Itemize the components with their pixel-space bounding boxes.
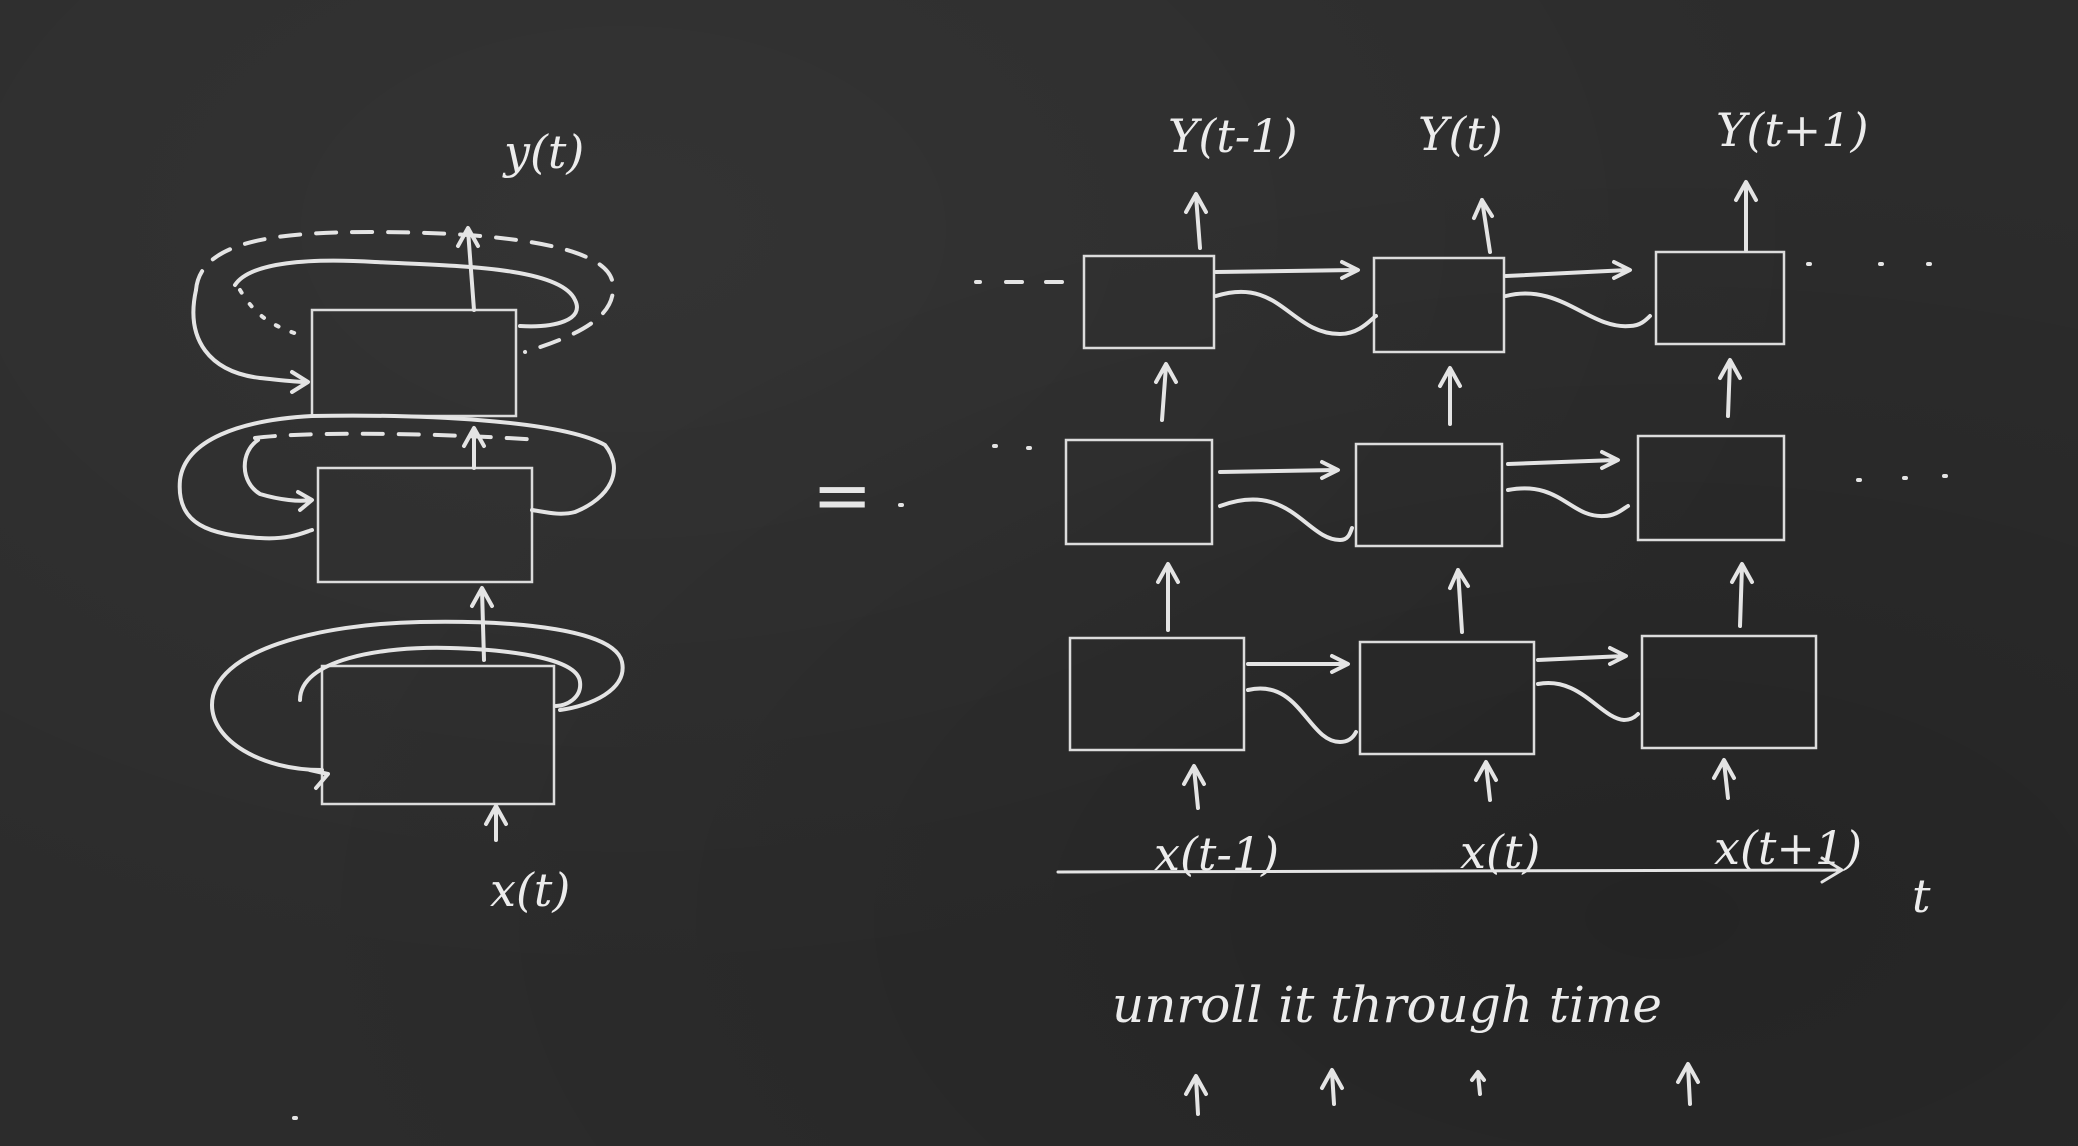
folded-loop-3-inner xyxy=(233,258,579,329)
folded-loop-1-outer xyxy=(210,619,625,772)
cell-top-t-1 xyxy=(1082,254,1216,350)
cell-top-t+1 xyxy=(1654,250,1786,346)
folded-loop-3-arrowhead xyxy=(290,370,310,394)
folded-loop-3-dotted xyxy=(238,288,302,337)
cell-mid-t-1 xyxy=(1064,438,1214,546)
caption-arrows xyxy=(1184,1062,1700,1116)
folded-arrow-1-to-2 xyxy=(470,586,494,662)
folded-loop-1-arrowhead xyxy=(308,768,330,790)
folded-layer-2 xyxy=(316,466,534,584)
cell-bot-t xyxy=(1358,640,1536,756)
folded-loop-2-right xyxy=(310,413,616,516)
folded-loop-3-outer xyxy=(194,230,616,354)
cell-bot-t+1 xyxy=(1640,634,1818,750)
folded-input-arrow xyxy=(484,804,508,842)
cell-bot-t-1 xyxy=(1068,636,1246,752)
caption: unroll it through time xyxy=(1112,976,1662,1034)
folded-loop-3-return xyxy=(191,288,307,384)
folded-arrow-2-to-3 xyxy=(462,426,486,470)
folded-output-label: y(t) xyxy=(502,125,584,179)
equals-sign: = xyxy=(812,453,872,537)
folded-loop-2-arrowhead xyxy=(296,490,314,512)
folded-loop-2-inner xyxy=(242,438,312,503)
unrolled-rnn: Y(t-1) Y(t) Y(t+1) x(t-1) x(t) x(t+1) t … xyxy=(292,103,1948,1120)
cell-mid-t+1 xyxy=(1636,434,1786,542)
continuation-marks xyxy=(292,262,1948,1120)
folded-output-arrow xyxy=(456,226,480,312)
horizontal-connectors xyxy=(1214,260,1652,744)
folded-loop-2-outer xyxy=(177,414,314,541)
folded-rnn: y(t) x(t) xyxy=(177,125,625,917)
cell-mid-t xyxy=(1354,442,1504,548)
input-label-t+1: x(t+1) xyxy=(1714,821,1862,875)
folded-layer-1 xyxy=(320,664,556,806)
cell-top-t xyxy=(1372,256,1506,354)
folded-loop-2-dashed xyxy=(253,431,542,442)
output-label-t+1: Y(t+1) xyxy=(1716,103,1869,157)
vertical-connectors xyxy=(1154,180,1758,810)
output-label-t-1: Y(t-1) xyxy=(1168,109,1298,163)
output-label-t: Y(t) xyxy=(1418,107,1503,161)
folded-loop-1-inner xyxy=(298,645,583,708)
time-axis-label: t xyxy=(1912,869,1931,923)
time-axis xyxy=(1056,856,1844,884)
folded-input-label: x(t) xyxy=(490,863,570,917)
folded-layer-3 xyxy=(310,308,518,418)
